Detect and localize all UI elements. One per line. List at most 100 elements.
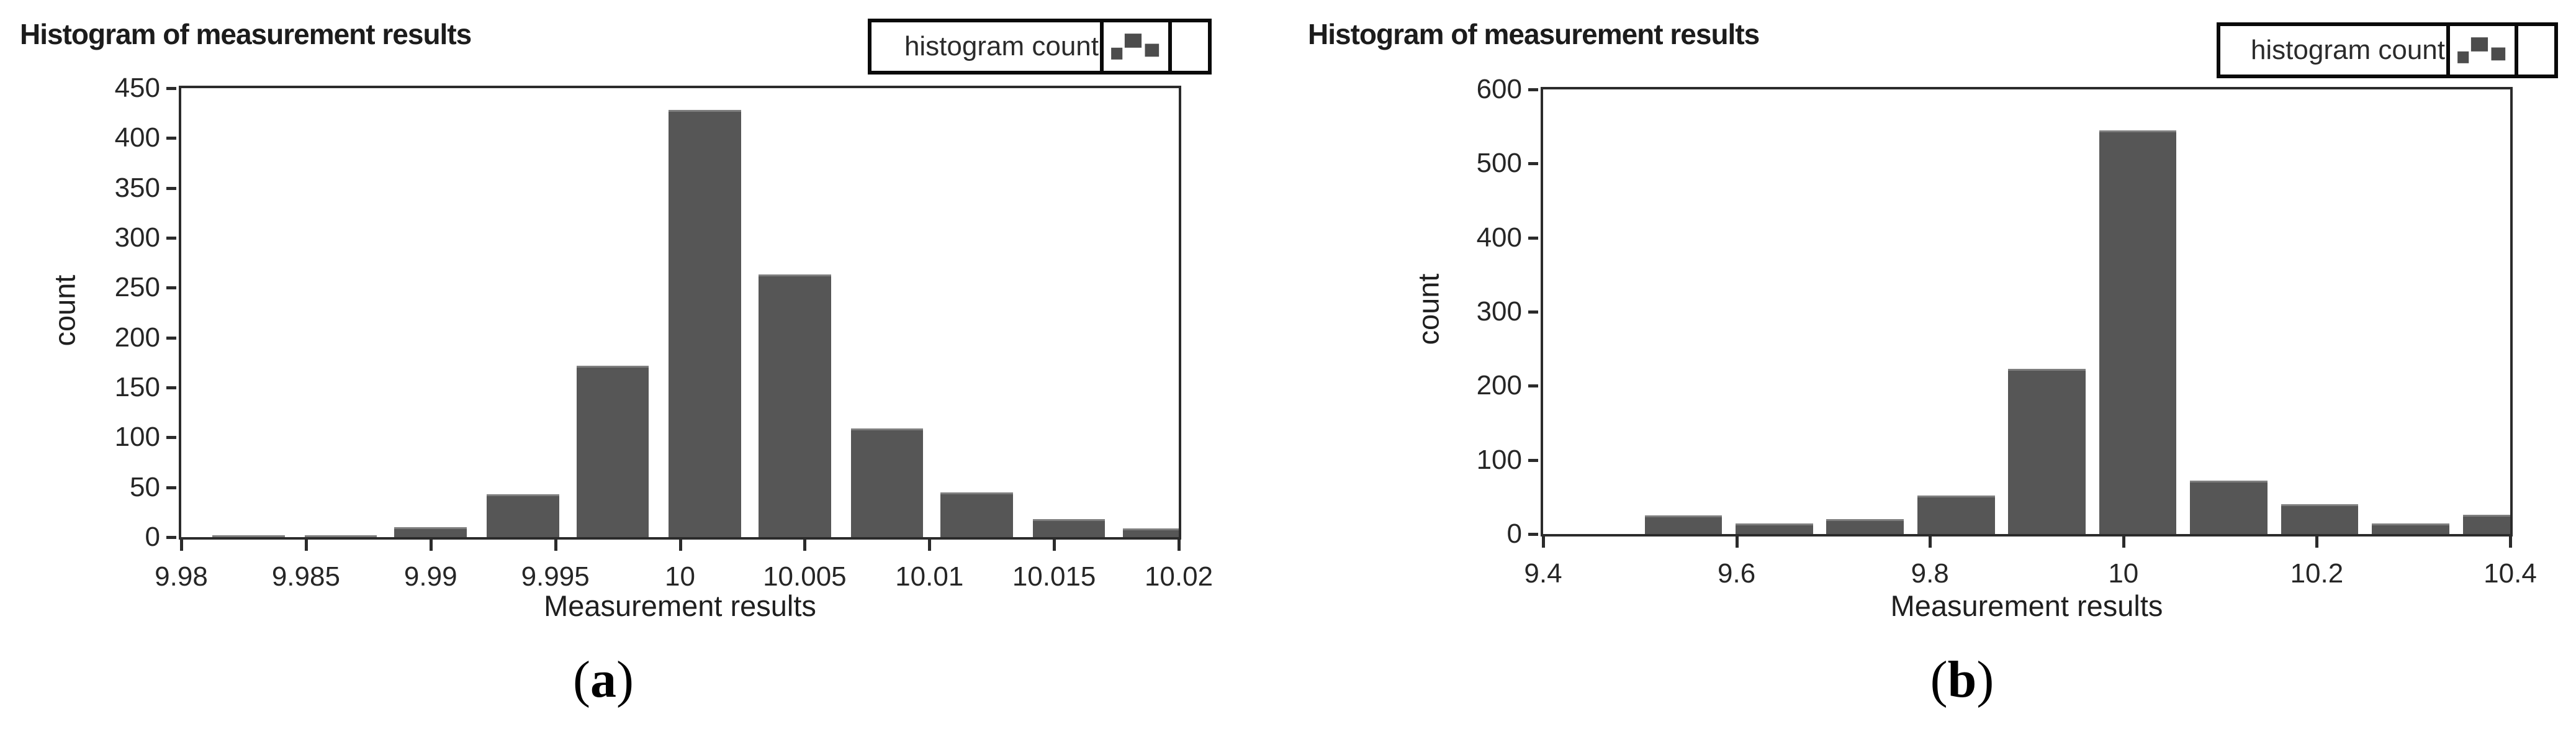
caption-paren: ( bbox=[1930, 651, 1948, 709]
y-tick-label: 200 bbox=[1476, 370, 1522, 401]
x-tick-mark bbox=[1929, 537, 1932, 548]
x-tick-mark bbox=[1542, 537, 1545, 548]
histogram-bar bbox=[487, 494, 559, 537]
y-tick-label: 200 bbox=[114, 322, 160, 353]
x-tick-label: 10.4 bbox=[2484, 558, 2537, 589]
histogram-bar bbox=[2462, 514, 2510, 534]
y-tick-mark bbox=[166, 536, 176, 539]
histogram-bar bbox=[2281, 504, 2359, 534]
x-tick-mark bbox=[180, 540, 183, 551]
x-tick-label: 9.6 bbox=[1718, 558, 1756, 589]
y-tick-mark bbox=[166, 286, 176, 290]
histogram-bar bbox=[576, 365, 649, 537]
y-tick-mark bbox=[166, 436, 176, 440]
y-tick-label: 100 bbox=[114, 422, 160, 453]
x-tick-label: 9.99 bbox=[403, 561, 457, 592]
chart-title: Histogram of measurement results bbox=[20, 18, 472, 50]
x-tick-label: 9.8 bbox=[1911, 558, 1949, 589]
plot-area bbox=[1541, 87, 2513, 537]
x-axis-label: Measurement results bbox=[544, 589, 816, 622]
caption-paren: ) bbox=[616, 651, 634, 709]
histogram-bar bbox=[850, 428, 924, 537]
y-tick-label: 250 bbox=[114, 272, 160, 303]
x-tick-mark bbox=[928, 540, 932, 551]
x-tick-mark bbox=[2315, 537, 2319, 548]
y-tick-label: 400 bbox=[1476, 222, 1522, 253]
histogram-bar bbox=[1122, 528, 1179, 537]
y-tick-mark bbox=[166, 87, 176, 90]
mini-histogram-icon bbox=[1100, 22, 1168, 71]
y-tick-mark bbox=[1528, 533, 1538, 536]
x-tick-label: 9.995 bbox=[521, 561, 590, 592]
histogram-bar bbox=[1644, 515, 1723, 534]
histogram-bar bbox=[394, 527, 467, 537]
figure-panel-a: Histogram of measurement results histogr… bbox=[20, 18, 1214, 710]
histogram-bar bbox=[304, 535, 377, 537]
y-tick-label: 500 bbox=[1476, 148, 1522, 179]
x-tick-mark bbox=[1735, 537, 1739, 548]
chart-title: Histogram of measurement results bbox=[1308, 18, 1760, 50]
x-tick-label: 10 bbox=[665, 561, 695, 592]
plot-area bbox=[179, 86, 1181, 540]
x-tick-mark bbox=[2509, 537, 2512, 548]
y-tick-mark bbox=[166, 186, 176, 190]
x-tick-label: 9.98 bbox=[155, 561, 208, 592]
histogram-bar bbox=[1736, 523, 1813, 534]
plot-legend: histogram count bbox=[868, 19, 1212, 75]
histogram-bar bbox=[2008, 368, 2086, 534]
y-tick-label: 100 bbox=[1476, 444, 1522, 475]
histogram-bar bbox=[940, 492, 1013, 537]
y-tick-mark bbox=[1528, 384, 1538, 388]
x-tick-label: 9.4 bbox=[1524, 558, 1562, 589]
x-tick-label: 10.005 bbox=[763, 561, 847, 592]
x-tick-mark bbox=[1053, 540, 1056, 551]
y-tick-label: 0 bbox=[1506, 518, 1522, 549]
histogram-bar bbox=[1032, 519, 1106, 537]
y-tick-label: 350 bbox=[114, 172, 160, 203]
caption-letter: b bbox=[1947, 651, 1977, 709]
y-tick-mark bbox=[166, 386, 176, 389]
caption-b: (b) bbox=[1930, 650, 1994, 710]
caption-paren: ( bbox=[573, 651, 590, 709]
y-tick-label: 300 bbox=[114, 222, 160, 253]
y-tick-mark bbox=[166, 336, 176, 340]
histogram-bar bbox=[2099, 130, 2177, 534]
x-tick-label: 10.2 bbox=[2290, 558, 2344, 589]
y-tick-label: 50 bbox=[130, 471, 160, 502]
caption-a: (a) bbox=[573, 650, 634, 710]
y-tick-label: 400 bbox=[114, 122, 160, 153]
figure-panel-b: Histogram of measurement results histogr… bbox=[1288, 0, 2576, 729]
histogram-bar bbox=[2372, 523, 2449, 534]
x-axis-label: Measurement results bbox=[1890, 589, 2163, 622]
caption-letter: a bbox=[590, 651, 616, 709]
x-tick-label: 10.015 bbox=[1012, 561, 1096, 592]
legend-extra-cell bbox=[2515, 26, 2554, 75]
x-tick-label: 10 bbox=[2108, 558, 2139, 589]
y-tick-mark bbox=[1528, 458, 1538, 462]
x-tick-mark bbox=[304, 540, 308, 551]
histogram-bar bbox=[669, 110, 741, 537]
legend-label: histogram count bbox=[2250, 35, 2445, 65]
y-tick-mark bbox=[166, 237, 176, 240]
y-tick-label: 450 bbox=[114, 73, 160, 103]
y-tick-label: 0 bbox=[145, 522, 160, 552]
legend-extra-cell bbox=[1168, 22, 1208, 71]
x-tick-mark bbox=[2122, 537, 2125, 548]
y-tick-mark bbox=[1528, 162, 1538, 166]
x-tick-label: 10.02 bbox=[1144, 561, 1214, 592]
x-tick-mark bbox=[678, 540, 682, 551]
y-tick-mark bbox=[1528, 88, 1538, 91]
caption-paren: ) bbox=[1976, 651, 1994, 709]
x-tick-mark bbox=[429, 540, 433, 551]
plot-legend: histogram count bbox=[2217, 22, 2558, 78]
legend-label: histogram count bbox=[904, 31, 1099, 61]
x-tick-mark bbox=[803, 540, 807, 551]
x-tick-mark bbox=[1178, 540, 1181, 551]
histogram-bar bbox=[1917, 495, 1995, 534]
histogram-bar bbox=[2190, 481, 2268, 534]
y-tick-label: 300 bbox=[1476, 296, 1522, 327]
x-tick-label: 10.01 bbox=[895, 561, 964, 592]
y-tick-label: 600 bbox=[1476, 74, 1522, 104]
y-tick-mark bbox=[1528, 310, 1538, 314]
x-tick-mark bbox=[554, 540, 557, 551]
